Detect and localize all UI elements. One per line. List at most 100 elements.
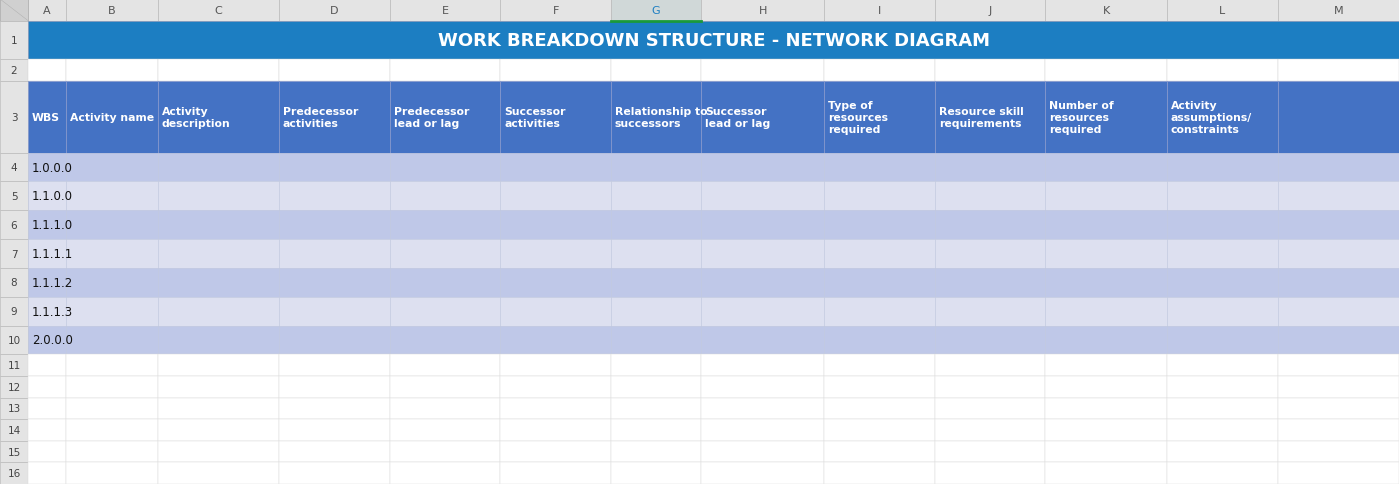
Text: Type of
resources
required: Type of resources required bbox=[828, 101, 888, 135]
Bar bbox=[278, 182, 390, 211]
Bar bbox=[935, 240, 1045, 268]
Bar bbox=[158, 441, 278, 462]
Text: I: I bbox=[877, 6, 881, 16]
Bar bbox=[1045, 376, 1167, 398]
Text: 1.1.0.0: 1.1.0.0 bbox=[32, 190, 73, 203]
Bar bbox=[1277, 355, 1399, 376]
Bar bbox=[501, 355, 611, 376]
Text: F: F bbox=[553, 6, 558, 16]
Bar bbox=[824, 153, 935, 182]
Bar bbox=[824, 182, 935, 211]
Bar bbox=[935, 268, 1045, 297]
Bar bbox=[611, 182, 701, 211]
Bar bbox=[611, 153, 701, 182]
Text: 7: 7 bbox=[11, 249, 17, 259]
Bar bbox=[390, 419, 501, 441]
Bar bbox=[28, 81, 66, 153]
Bar bbox=[0, 22, 28, 60]
Bar bbox=[1045, 0, 1167, 22]
Bar bbox=[824, 355, 935, 376]
Bar bbox=[0, 153, 28, 182]
Bar bbox=[611, 441, 701, 462]
Bar bbox=[390, 240, 501, 268]
Bar bbox=[611, 81, 701, 153]
Text: 1.1.1.1: 1.1.1.1 bbox=[32, 247, 73, 260]
Bar bbox=[611, 60, 701, 81]
Bar bbox=[824, 462, 935, 484]
Bar bbox=[1167, 297, 1277, 326]
Bar bbox=[611, 398, 701, 419]
Bar bbox=[701, 81, 824, 153]
Bar bbox=[701, 376, 824, 398]
Bar bbox=[701, 355, 824, 376]
Bar bbox=[278, 355, 390, 376]
Bar bbox=[1167, 268, 1277, 297]
Bar bbox=[28, 326, 66, 355]
Bar bbox=[66, 81, 158, 153]
Bar bbox=[1277, 0, 1399, 22]
Text: Activity name: Activity name bbox=[70, 112, 154, 122]
Text: Activity
assumptions/
constraints: Activity assumptions/ constraints bbox=[1171, 101, 1252, 135]
Bar bbox=[1277, 268, 1399, 297]
Bar bbox=[1045, 398, 1167, 419]
Bar bbox=[390, 0, 501, 22]
Bar bbox=[278, 81, 390, 153]
Text: 14: 14 bbox=[7, 425, 21, 435]
Bar bbox=[0, 60, 28, 81]
Bar bbox=[390, 398, 501, 419]
Bar bbox=[611, 462, 701, 484]
Bar bbox=[0, 240, 28, 268]
Bar bbox=[0, 441, 28, 462]
Bar bbox=[66, 153, 158, 182]
Bar bbox=[501, 153, 611, 182]
Text: 5: 5 bbox=[11, 192, 17, 201]
Bar bbox=[158, 153, 278, 182]
Bar bbox=[278, 419, 390, 441]
Bar bbox=[1045, 355, 1167, 376]
Text: A: A bbox=[43, 6, 50, 16]
Text: K: K bbox=[1102, 6, 1109, 16]
Bar bbox=[158, 419, 278, 441]
Bar bbox=[0, 182, 28, 211]
Bar bbox=[28, 441, 66, 462]
Bar bbox=[0, 355, 28, 376]
Bar bbox=[1045, 268, 1167, 297]
Bar bbox=[935, 462, 1045, 484]
Bar bbox=[1167, 60, 1277, 81]
Bar bbox=[701, 398, 824, 419]
Bar bbox=[611, 240, 701, 268]
Bar bbox=[1045, 182, 1167, 211]
Bar bbox=[1045, 240, 1167, 268]
Bar bbox=[0, 326, 28, 355]
Bar bbox=[824, 240, 935, 268]
Bar bbox=[66, 0, 158, 22]
Text: 10: 10 bbox=[7, 335, 21, 345]
Bar bbox=[701, 153, 824, 182]
Bar bbox=[0, 81, 28, 153]
Bar bbox=[278, 268, 390, 297]
Bar bbox=[824, 419, 935, 441]
Bar bbox=[1045, 297, 1167, 326]
Bar bbox=[158, 211, 278, 240]
Bar bbox=[278, 297, 390, 326]
Bar bbox=[1277, 462, 1399, 484]
Bar bbox=[390, 153, 501, 182]
Bar bbox=[701, 297, 824, 326]
Bar bbox=[611, 211, 701, 240]
Text: 12: 12 bbox=[7, 382, 21, 392]
Text: C: C bbox=[214, 6, 222, 16]
Text: 3: 3 bbox=[11, 112, 17, 122]
Text: 13: 13 bbox=[7, 404, 21, 413]
Text: M: M bbox=[1333, 6, 1343, 16]
Bar bbox=[158, 240, 278, 268]
Bar bbox=[158, 355, 278, 376]
Bar bbox=[501, 297, 611, 326]
Bar bbox=[1167, 419, 1277, 441]
Bar bbox=[1045, 153, 1167, 182]
Text: Activity
description: Activity description bbox=[161, 106, 231, 128]
Bar bbox=[1277, 240, 1399, 268]
Bar bbox=[611, 297, 701, 326]
Text: 16: 16 bbox=[7, 468, 21, 478]
Bar bbox=[66, 297, 158, 326]
Bar bbox=[278, 376, 390, 398]
